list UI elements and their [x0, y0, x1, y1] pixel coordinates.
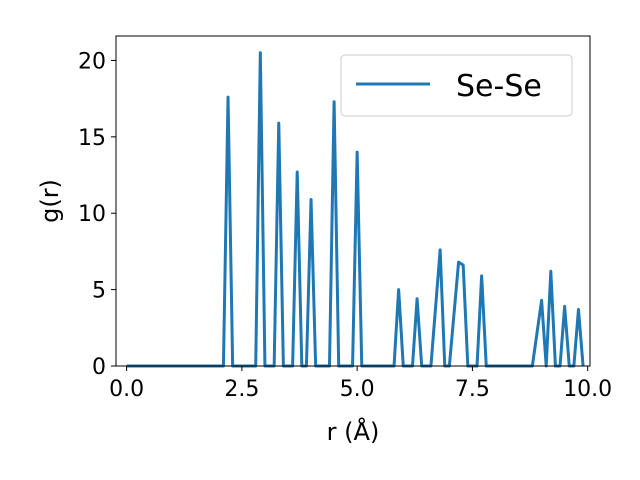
legend: Se-Se — [340, 54, 573, 117]
legend-box — [340, 54, 573, 117]
y-axis-label: g(r) — [36, 179, 64, 223]
plot-frame — [115, 35, 591, 367]
x-tick-label: 5.0 — [340, 377, 375, 402]
x-tick-label: 10.0 — [563, 377, 612, 402]
x-tick-label: 7.5 — [455, 377, 490, 402]
x-tick-label: 2.5 — [224, 377, 259, 402]
x-axis-label: r (Å) — [327, 417, 380, 446]
y-tick-label: 10 — [78, 202, 106, 227]
y-axis: 0 5 10 15 20 — [78, 49, 116, 380]
y-tick-label: 15 — [78, 126, 106, 151]
x-tick-label: 0.0 — [109, 377, 144, 402]
y-tick-label: 0 — [92, 355, 106, 380]
x-axis: 0.0 2.5 5.0 7.5 10.0 — [109, 366, 612, 402]
legend-series-label: Se-Se — [456, 69, 542, 104]
y-tick-label: 20 — [78, 49, 106, 74]
y-tick-label: 5 — [92, 279, 106, 304]
